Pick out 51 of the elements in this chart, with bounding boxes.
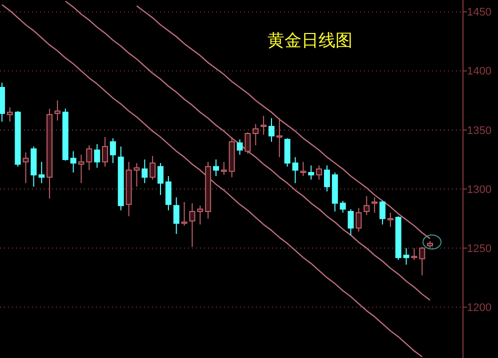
y-tick-label: 1450 [467,6,492,19]
candlestick [102,136,108,168]
y-tick-label: 1400 [467,66,492,78]
candlestick [110,138,116,164]
candlestick [78,154,84,184]
y-tick-label: 1350 [467,124,492,137]
candlestick [379,200,386,225]
candlestick [268,118,274,142]
y-tick-label: 1250 [467,242,492,255]
candlestick [284,138,290,168]
candlestick [348,208,354,236]
y-tick-label: 1200 [467,302,492,314]
candlestick [276,118,282,158]
candlestick [6,107,13,122]
candlestick [86,144,92,171]
candlestick [189,202,196,248]
candlestick [236,138,243,156]
candlestick [213,159,219,177]
candlestick [356,207,362,232]
y-tick-label: 1300 [467,184,492,196]
candlestick [54,100,60,122]
candlestick [252,124,259,146]
line-series [64,0,431,301]
candlestick [70,150,76,173]
candlestick [220,161,227,176]
candlestick [150,155,156,180]
line-series [1,4,423,358]
candlestick [165,176,172,211]
candlestick [364,196,370,216]
candlestick [403,248,410,266]
candlestick [158,162,164,196]
candlestick [38,161,45,184]
text: 黄金日线图 [268,31,352,51]
candlestick [197,205,204,225]
candlestick [387,212,394,228]
candlestick [300,161,306,177]
candlestick [173,196,180,234]
candlestick [142,159,148,184]
candlestick [244,132,251,154]
candlestick [308,164,314,180]
candlestick [94,144,100,168]
candlestick [22,152,29,184]
candlestick [260,115,267,136]
candlestick [316,164,322,180]
candlestick [292,156,298,184]
candlestick [411,248,418,260]
candlestick [340,200,346,214]
candlestick [372,196,378,214]
candlestick [324,164,330,192]
candlestick [181,202,188,226]
candlestick [419,246,426,276]
